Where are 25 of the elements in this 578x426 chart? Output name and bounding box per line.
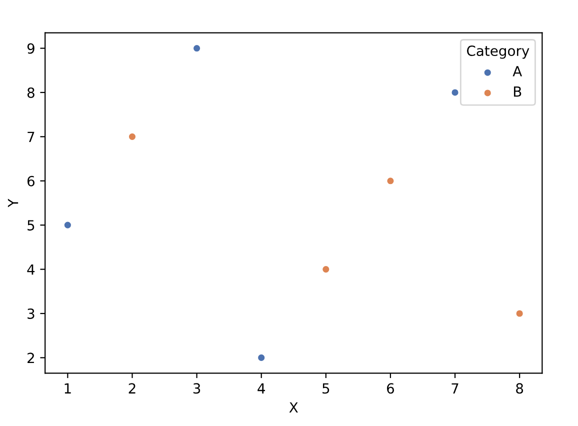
legend-title: Category [466,46,530,59]
x-tick-label: 8 [516,383,524,394]
y-tick-label: 6 [27,176,34,186]
x-tick-label: 7 [452,383,458,394]
x-tick-label: 6 [387,383,394,394]
point [386,176,395,186]
y-axis-title: Y [8,198,18,208]
x-axis-title: X [289,402,298,412]
y-tick-label: 5 [28,220,34,231]
x-tick-label: 3 [193,383,200,394]
point [515,309,524,318]
y-tick-label: 2 [28,352,34,363]
y-tick-label: 4 [27,264,35,275]
y-tick-label: 9 [27,43,34,54]
x-tick-label: 1 [64,383,71,394]
legend-label: A [512,66,522,76]
x-tick-label: 4 [258,383,265,394]
point [450,88,460,97]
y-tick-label: 7 [28,132,34,142]
x-tick-label: 5 [322,383,330,394]
x-tick-label: 2 [128,383,136,394]
y-tick-label: 3 [28,308,34,319]
point [63,220,72,230]
y-tick-label: 8 [27,87,34,98]
legend-label: B [514,86,522,97]
